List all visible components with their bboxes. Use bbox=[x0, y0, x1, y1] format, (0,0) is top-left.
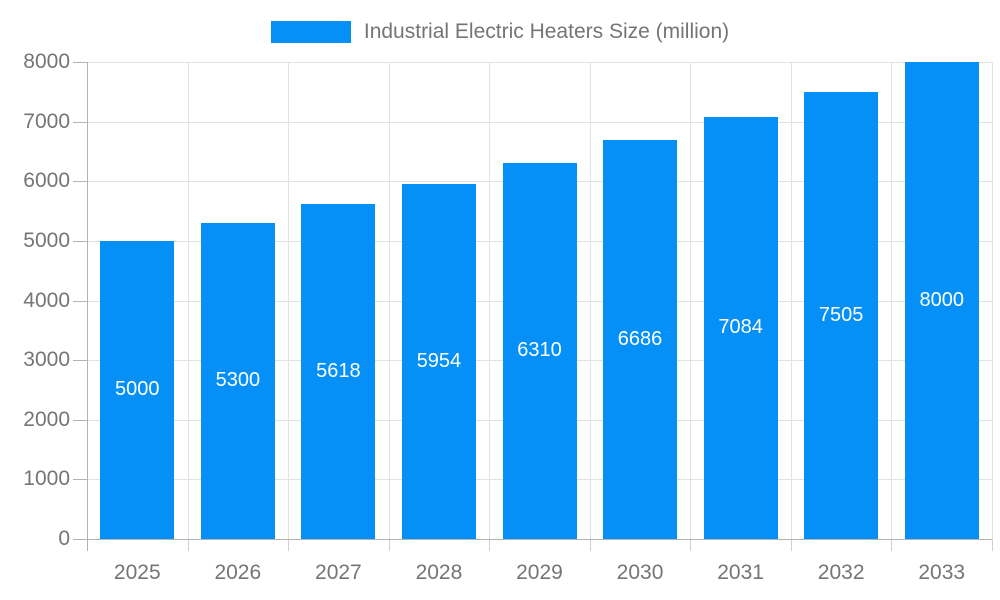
bar-value-label: 6686 bbox=[617, 328, 663, 351]
x-axis-tick bbox=[992, 539, 993, 551]
x-tick-label: 2033 bbox=[918, 561, 966, 584]
x-tick-label: 2028 bbox=[415, 561, 463, 584]
y-axis-tick bbox=[73, 181, 87, 183]
x-tick-label: 2030 bbox=[616, 561, 664, 584]
y-axis-tick bbox=[73, 240, 87, 242]
legend-swatch bbox=[270, 21, 351, 43]
bar-value-label: 7084 bbox=[718, 316, 763, 339]
gridline-v bbox=[790, 62, 792, 539]
legend: Industrial Electric Heaters Size (millio… bbox=[0, 21, 1000, 43]
x-axis-tick bbox=[891, 539, 893, 551]
x-axis-tick bbox=[187, 539, 189, 551]
y-axis-tick bbox=[73, 360, 87, 362]
bar-2029 bbox=[502, 162, 577, 539]
gridline-v bbox=[992, 62, 993, 539]
bar-2025 bbox=[100, 240, 175, 539]
x-tick-label: 2025 bbox=[113, 561, 161, 584]
y-axis-tick bbox=[73, 479, 87, 481]
legend-label: Industrial Electric Heaters Size (millio… bbox=[363, 20, 730, 43]
gridline-v bbox=[589, 62, 591, 539]
x-axis-tick bbox=[690, 539, 692, 551]
gridline-h bbox=[87, 121, 992, 123]
y-axis-tick bbox=[73, 62, 87, 63]
x-axis-line bbox=[73, 539, 992, 540]
x-axis-tick bbox=[790, 539, 792, 551]
y-tick-label: 1000 bbox=[23, 467, 70, 491]
y-tick-label: 7000 bbox=[23, 109, 70, 133]
bar-2030 bbox=[603, 140, 678, 539]
bar-value-label: 5618 bbox=[316, 360, 361, 382]
y-axis-tick bbox=[73, 419, 87, 421]
y-tick-label: 5000 bbox=[23, 228, 70, 252]
x-axis-tick bbox=[388, 539, 390, 551]
bar-2032 bbox=[804, 91, 879, 539]
x-tick-label: 2027 bbox=[315, 561, 362, 584]
bar-2031 bbox=[703, 116, 778, 539]
x-tick-label: 2026 bbox=[214, 561, 262, 584]
y-tick-label: 6000 bbox=[23, 169, 70, 193]
gridline-v bbox=[690, 62, 692, 539]
x-tick-label: 2031 bbox=[717, 561, 764, 584]
gridline-h bbox=[87, 62, 992, 63]
bar-value-label: 6310 bbox=[517, 339, 562, 362]
x-axis-tick bbox=[589, 539, 591, 551]
y-axis-line bbox=[87, 62, 88, 551]
x-tick-label: 2032 bbox=[817, 561, 865, 584]
y-tick-label: 8000 bbox=[23, 50, 70, 73]
gridline-v bbox=[388, 62, 390, 539]
x-axis-tick bbox=[288, 539, 290, 551]
bar-value-label: 5954 bbox=[416, 349, 462, 372]
y-tick-label: 0 bbox=[58, 527, 70, 550]
bar-value-label: 5300 bbox=[215, 369, 261, 392]
y-tick-label: 4000 bbox=[23, 288, 70, 312]
x-tick-label: 2029 bbox=[516, 561, 563, 584]
y-tick-label: 2000 bbox=[23, 407, 70, 431]
gridline-v bbox=[187, 62, 189, 539]
bar-value-label: 7505 bbox=[818, 303, 864, 326]
y-axis-tick bbox=[73, 300, 87, 302]
gridline-v bbox=[288, 62, 290, 539]
bar-value-label: 8000 bbox=[919, 289, 964, 311]
bar-2033 bbox=[904, 62, 979, 539]
bar-2026 bbox=[200, 222, 275, 539]
bar-2028 bbox=[401, 183, 476, 539]
x-axis-tick bbox=[489, 539, 491, 551]
bar-2027 bbox=[301, 204, 376, 539]
bar-value-label: 5000 bbox=[115, 378, 160, 401]
gridline-v bbox=[891, 62, 893, 539]
y-axis-tick bbox=[73, 121, 87, 123]
y-tick-label: 3000 bbox=[23, 348, 70, 372]
gridline-v bbox=[489, 62, 491, 539]
